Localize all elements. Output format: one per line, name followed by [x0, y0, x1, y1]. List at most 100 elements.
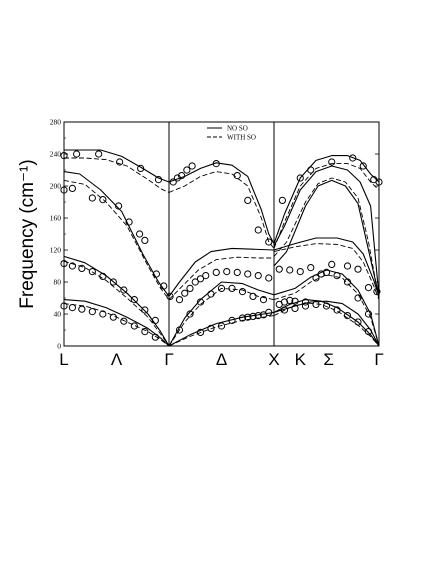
data-point-48	[181, 289, 189, 297]
data-point-8	[88, 194, 96, 202]
data-point-103	[333, 272, 341, 280]
data-point-30	[99, 310, 107, 318]
data-point-92	[354, 265, 362, 273]
series-solid-branch-9	[273, 237, 380, 297]
data-point-78	[278, 196, 286, 204]
data-point-66	[249, 292, 257, 300]
y-tick-label-5: 200	[50, 182, 62, 191]
data-point-56	[244, 270, 252, 278]
data-point-63	[217, 284, 226, 292]
data-point-16	[60, 260, 68, 268]
data-point-53	[212, 268, 220, 276]
data-point-22	[120, 286, 128, 294]
x-point-label-1: Λ	[111, 350, 123, 369]
data-point-73	[244, 313, 252, 321]
series-dashed-branch-6	[168, 287, 275, 347]
data-point-86	[275, 265, 283, 273]
data-point-113	[343, 312, 352, 320]
axes: 0 40 80 120 160 200 240 280 L Λ Γ Δ X K Σ Γ	[50, 118, 384, 369]
data-point-50	[191, 278, 199, 286]
data-point-18	[78, 264, 86, 272]
data-point-45	[254, 226, 262, 234]
data-point-47	[175, 296, 184, 304]
data-point-68	[196, 328, 205, 336]
data-point-27	[68, 304, 77, 312]
data-point-99	[301, 298, 310, 306]
data-point-114	[354, 318, 362, 326]
series-solid-branch-4	[168, 162, 275, 244]
data-point-71	[228, 316, 236, 324]
data-point-67	[259, 296, 268, 304]
data-point-107	[280, 306, 289, 314]
y-axis-label-group: Frequency (cm⁻¹)	[17, 159, 38, 308]
data-point-26	[60, 302, 68, 310]
data-point-75	[254, 312, 262, 320]
series-dashed-branch-2	[63, 260, 170, 347]
series-dashed-branch-9	[273, 243, 380, 300]
y-tick-label-2: 80	[54, 278, 62, 287]
series-solid	[63, 149, 380, 347]
data-point-58	[265, 274, 273, 282]
data-point-101	[317, 270, 325, 278]
y-tick-label-3: 120	[50, 246, 62, 255]
data-point-89	[307, 264, 315, 272]
data-point-11	[125, 218, 133, 226]
data-point-97	[286, 296, 294, 304]
series-solid-branch-10	[273, 165, 380, 297]
data-point-13	[141, 236, 149, 244]
data-point-15	[160, 282, 168, 290]
data-point-2	[95, 150, 103, 158]
data-point-10	[115, 202, 123, 210]
data-point-60	[186, 310, 194, 318]
series-solid-branch-12	[273, 269, 380, 347]
series-solid-branch-11	[273, 179, 380, 297]
series-dashed-branch-7	[168, 315, 275, 347]
data-point-7	[68, 184, 77, 192]
series-dashed-branch-10	[273, 177, 380, 300]
series-solid-branch-2	[63, 255, 170, 347]
data-point-59	[175, 326, 184, 334]
data-point-52	[202, 272, 210, 280]
data-point-69	[207, 324, 215, 332]
data-point-80	[307, 166, 315, 174]
data-point-46	[265, 238, 273, 246]
series-markers	[60, 150, 383, 341]
series-solid-branch-6	[168, 281, 275, 347]
data-point-44	[244, 196, 252, 204]
data-point-40	[183, 166, 191, 174]
data-point-33	[130, 322, 138, 330]
data-point-9	[99, 196, 107, 204]
data-point-36	[166, 292, 174, 300]
data-point-31	[109, 313, 117, 321]
data-point-28	[78, 305, 86, 313]
data-point-82	[349, 154, 357, 162]
series-dashed-branch-5	[168, 256, 274, 300]
series-solid-branch-0	[64, 149, 170, 183]
data-point-98	[291, 297, 299, 305]
data-point-65	[238, 288, 247, 296]
data-point-54	[223, 268, 231, 276]
data-point-81	[328, 158, 336, 166]
data-point-49	[186, 284, 194, 292]
data-point-3	[116, 158, 124, 166]
data-point-55	[233, 268, 241, 276]
data-point-43	[233, 172, 241, 180]
data-point-14	[152, 270, 160, 278]
series-dashed-branch-8	[273, 163, 380, 249]
x-point-label-3: Δ	[216, 350, 227, 369]
data-point-93	[364, 284, 373, 292]
data-point-111	[322, 302, 331, 310]
data-point-62	[207, 290, 215, 298]
data-point-41	[188, 162, 196, 170]
y-axis-label: Frequency (cm⁻¹)	[17, 159, 38, 308]
data-point-70	[217, 322, 226, 330]
y-tick-label-4: 160	[50, 214, 62, 223]
data-point-77	[265, 308, 273, 316]
data-point-29	[88, 308, 96, 316]
legend-label-1: WITH SO	[227, 134, 256, 142]
data-point-34	[141, 328, 149, 336]
data-point-64	[228, 284, 236, 292]
series-solid-branch-8	[273, 155, 380, 244]
data-point-32	[120, 317, 128, 325]
